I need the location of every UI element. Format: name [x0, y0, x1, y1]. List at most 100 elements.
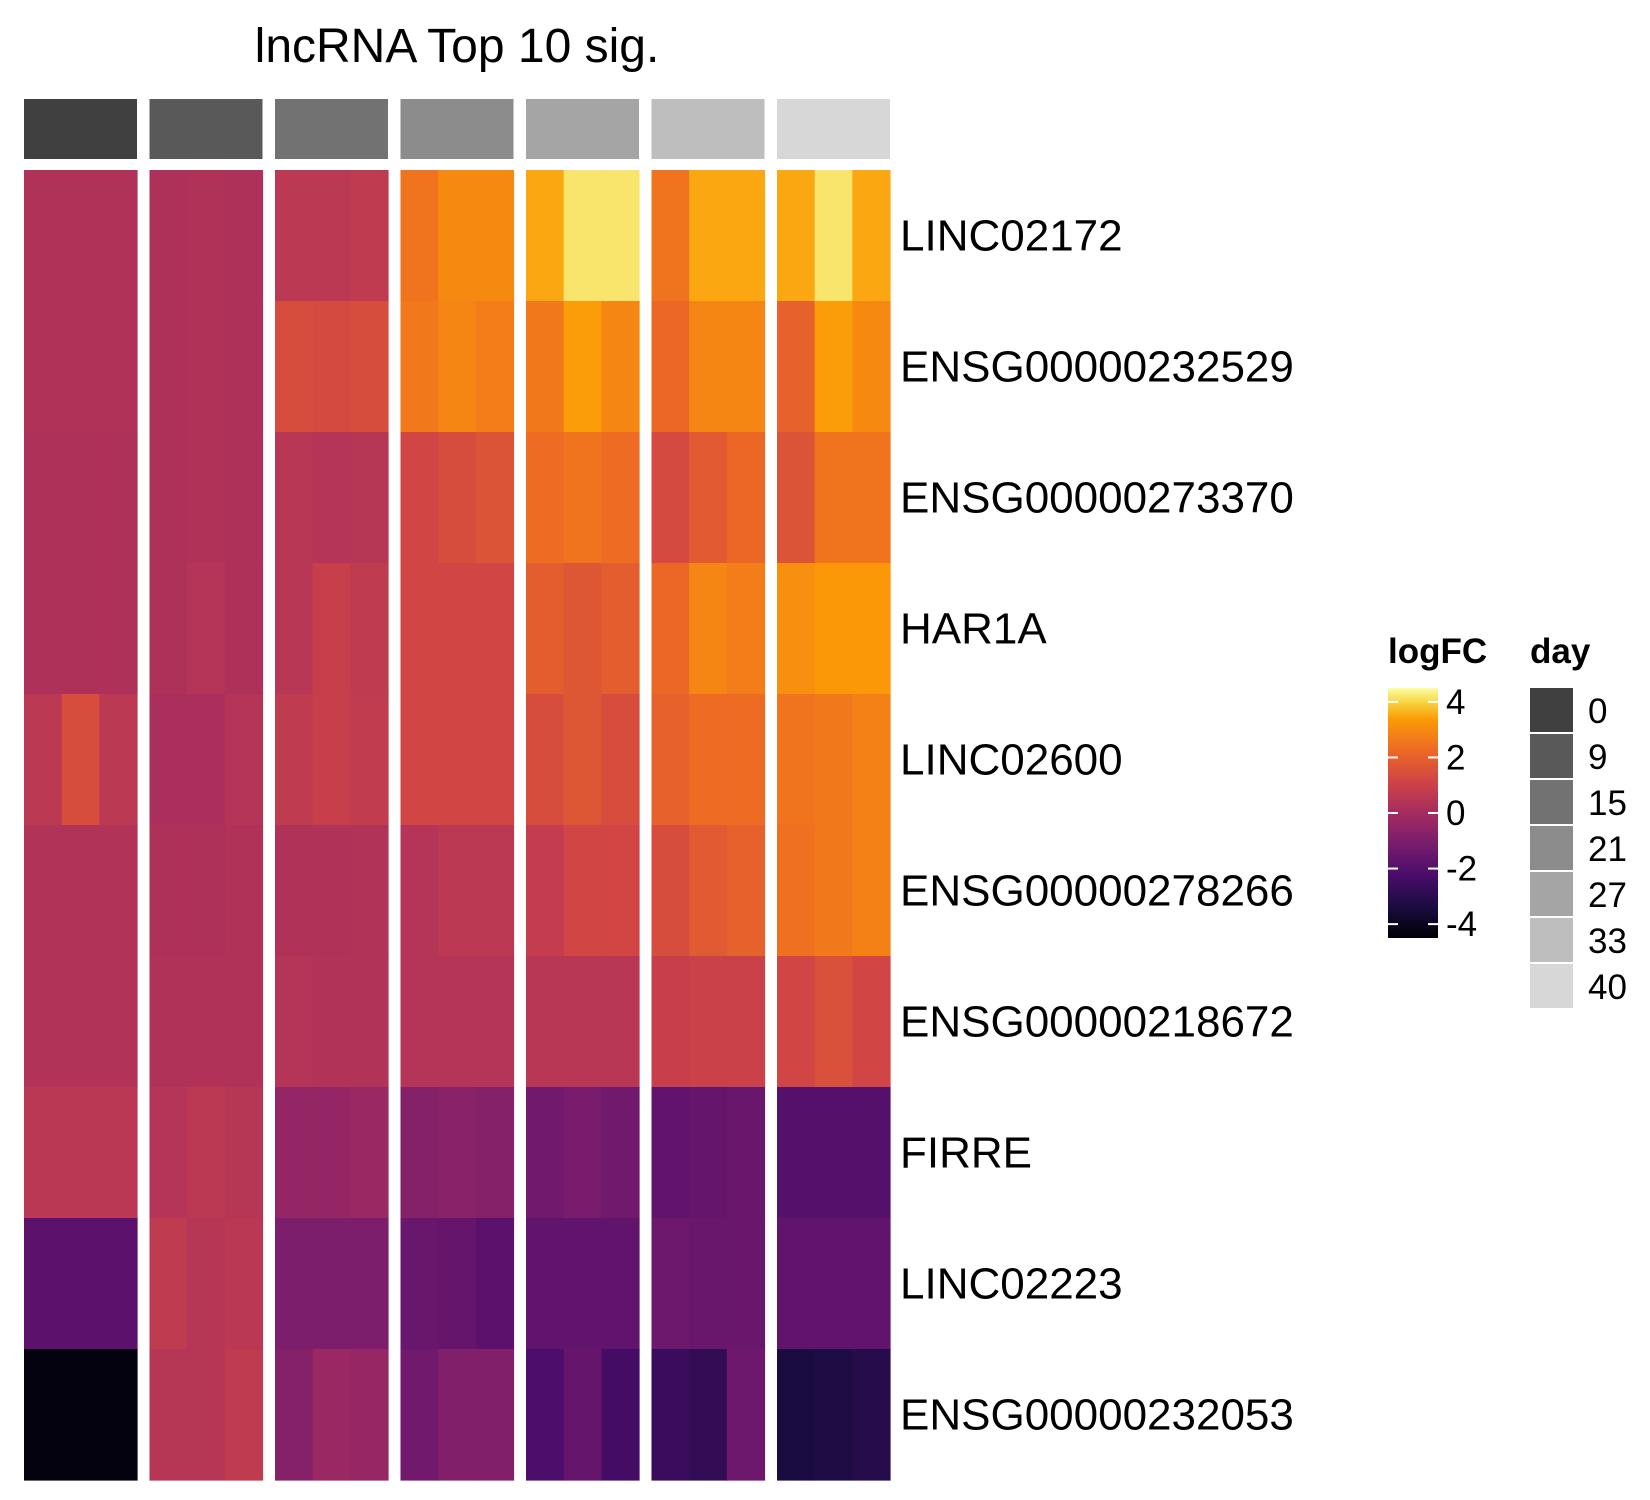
heatmap-cell: [475, 432, 515, 564]
day-legend-title: day: [1530, 632, 1591, 671]
heatmap-cell: [61, 432, 100, 564]
heatmap-cell: [726, 563, 766, 695]
heatmap-cell: [24, 1349, 63, 1481]
heatmap-cell: [814, 1349, 853, 1481]
heatmap-cell: [563, 825, 602, 957]
heatmap-cell: [852, 1087, 891, 1219]
heatmap-cell: [651, 170, 690, 302]
heatmap-cell: [149, 301, 188, 433]
heatmap-cell: [438, 301, 477, 433]
heatmap-cell: [526, 432, 565, 564]
day-annotation-cell: [275, 99, 388, 159]
heatmap-cell: [350, 1349, 389, 1481]
heatmap-cell: [149, 1087, 188, 1219]
heatmap-cell: [99, 1087, 138, 1219]
day-legend-swatch: [1530, 734, 1573, 778]
heatmap-cell: [777, 694, 816, 826]
heatmap-cell: [187, 170, 226, 302]
heatmap-cell: [187, 301, 226, 433]
heatmap-cell: [601, 301, 640, 433]
heatmap-cell: [777, 170, 816, 302]
heatmap-cell: [563, 432, 602, 564]
heatmap-cell: [651, 694, 690, 826]
heatmap-cell: [526, 1349, 565, 1481]
heatmap-cell: [726, 1349, 766, 1481]
day-legend-swatch: [1530, 872, 1573, 916]
heatmap-cell: [814, 301, 853, 433]
heatmap-cell: [312, 1218, 351, 1350]
heatmap-cell: [726, 301, 766, 433]
heatmap-cell: [651, 563, 690, 695]
heatmap-cell: [526, 563, 565, 695]
heatmap-cell: [350, 1087, 389, 1219]
row-label: LINC02600: [900, 736, 1123, 785]
heatmap-cell: [224, 170, 264, 302]
heatmap-cell: [689, 825, 728, 957]
heatmap-cell: [99, 170, 138, 302]
heatmap-cell: [852, 301, 891, 433]
chart-title: lncRNA Top 10 sig.: [255, 20, 660, 73]
heatmap-cell: [24, 956, 63, 1088]
heatmap-cell: [438, 1218, 477, 1350]
heatmap-cell: [777, 825, 816, 957]
heatmap-cell: [400, 563, 439, 695]
heatmap-cell: [526, 825, 565, 957]
heatmap-cell: [187, 432, 226, 564]
logfc-legend-title: logFC: [1388, 632, 1487, 671]
heatmap-cell: [312, 563, 351, 695]
heatmap-cell: [563, 956, 602, 1088]
heatmap-cell: [350, 563, 389, 695]
heatmap-cell: [777, 1349, 816, 1481]
heatmap-cell: [275, 432, 314, 564]
heatmap-cell: [438, 694, 477, 826]
row-label: ENSG00000273370: [900, 474, 1294, 523]
heatmap-cell: [400, 301, 439, 433]
heatmap-cell: [651, 432, 690, 564]
day-legend-label: 15: [1588, 784, 1627, 823]
heatmap-cell: [475, 301, 515, 433]
heatmap-cell: [601, 432, 640, 564]
heatmap-cell: [814, 1087, 853, 1219]
heatmap-cell: [563, 1349, 602, 1481]
heatmap-cell: [224, 563, 264, 695]
heatmap-cell: [275, 563, 314, 695]
heatmap-cell: [475, 1087, 515, 1219]
heatmap-cell: [61, 170, 100, 302]
day-annotation-cell: [400, 99, 514, 159]
heatmap-cell: [61, 825, 100, 957]
heatmap-cell: [438, 170, 477, 302]
heatmap-cell: [852, 1218, 891, 1350]
heatmap-cell: [526, 301, 565, 433]
heatmap-cell: [814, 956, 853, 1088]
day-annotation-bar: [24, 99, 890, 159]
logfc-legend: logFC 4 2 0 -2 -4: [1388, 632, 1487, 944]
heatmap-cell: [149, 1218, 188, 1350]
row-label: FIRRE: [900, 1129, 1032, 1178]
heatmap-cell: [726, 1218, 766, 1350]
heatmap-cell: [400, 694, 439, 826]
day-legend-label: 27: [1588, 876, 1627, 915]
heatmap-cell: [99, 1218, 138, 1350]
heatmap-cell: [563, 1087, 602, 1219]
heatmap-cell: [475, 694, 515, 826]
heatmap-cell: [61, 1349, 100, 1481]
row-label: ENSG00000232053: [900, 1391, 1294, 1440]
day-legend-swatch: [1530, 688, 1573, 732]
heatmap-cell: [814, 694, 853, 826]
heatmap-cell: [312, 1087, 351, 1219]
logfc-tick-label: 2: [1446, 738, 1465, 777]
heatmap-cell: [275, 825, 314, 957]
day-legend-label: 0: [1588, 692, 1607, 731]
row-label: ENSG00000278266: [900, 867, 1294, 916]
heatmap-cell: [814, 825, 853, 957]
day-legend-label: 40: [1588, 968, 1627, 1007]
heatmap-cell: [563, 170, 602, 302]
row-label: LINC02223: [900, 1260, 1123, 1309]
heatmap-cell: [99, 432, 138, 564]
heatmap-cell: [526, 694, 565, 826]
heatmap-cell: [312, 432, 351, 564]
day-annotation-cell: [526, 99, 639, 159]
logfc-tick-label: 4: [1446, 683, 1465, 722]
heatmap-cell: [777, 1087, 816, 1219]
heatmap-cell: [651, 956, 690, 1088]
